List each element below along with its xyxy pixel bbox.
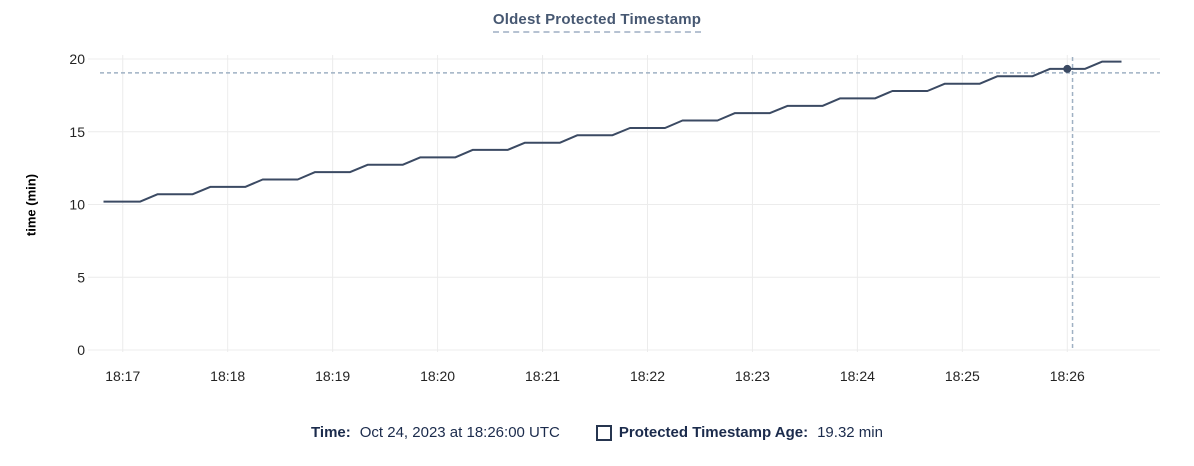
tooltip-time-label: Time: [311,424,351,441]
x-tick-label: 18:25 [945,368,980,384]
series-line [103,60,1122,203]
x-tick-label: 18:17 [105,368,140,384]
chart-title-row: Oldest Protected Timestamp [0,11,1194,33]
chart-tooltip-legend: Time: Oct 24, 2023 at 18:26:00 UTC Prote… [0,424,1194,441]
line-chart[interactable]: 0 5 10 15 20 18:17 18:18 18:19 18:20 18:21 18:22 18… [0,0,1194,405]
x-tick-label: 18:19 [315,368,350,384]
y-tick-label: 15 [69,124,85,140]
x-tick-label: 18:20 [420,368,455,384]
x-tick-label: 18:26 [1050,368,1085,384]
x-tick-label: 18:23 [735,368,770,384]
series-toggle-checkbox[interactable] [595,424,612,441]
x-tick-label: 18:24 [840,368,875,384]
y-tick-label: 20 [69,51,85,67]
y-tick-label: 5 [77,269,85,285]
tooltip-time-value: Oct 24, 2023 at 18:26:00 UTC [359,424,560,441]
hovered-datapoint-dot [1063,64,1072,73]
chart-title[interactable]: Oldest Protected Timestamp [492,11,702,33]
tooltip-series-value: 19.32 min [817,424,883,441]
x-tick-label: 18:21 [525,368,560,384]
y-tick-label: 10 [69,197,85,213]
x-tick-label: 18:18 [210,368,245,384]
tooltip-series-label: Protected Timestamp Age: [618,424,809,441]
x-tick-label: 18:22 [630,368,665,384]
y-axis-label: time (min) [23,173,39,237]
y-tick-label: 0 [77,342,85,358]
